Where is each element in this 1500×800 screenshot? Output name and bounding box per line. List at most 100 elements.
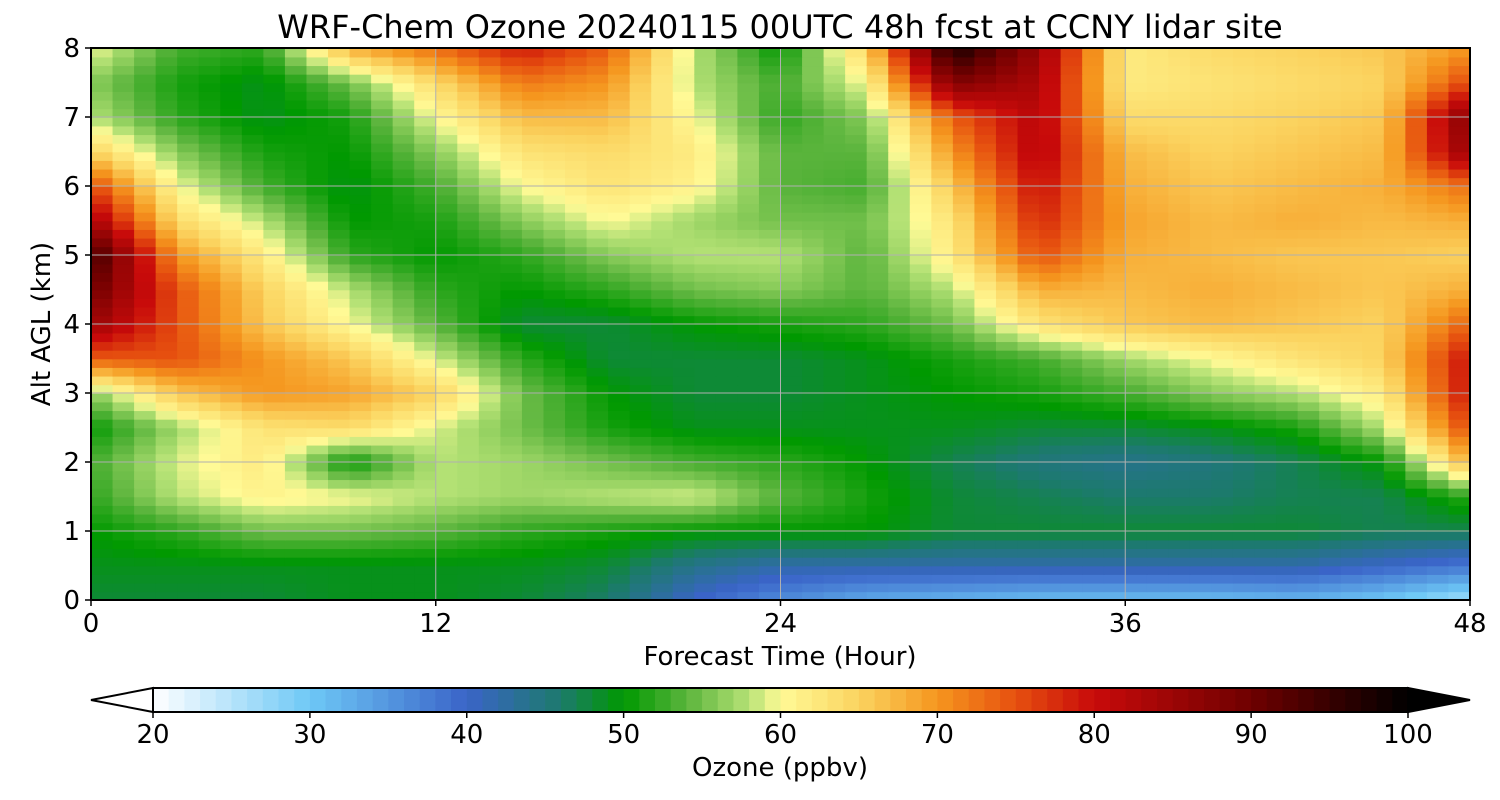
heatmap-cell <box>1383 358 1407 368</box>
heatmap-cell <box>1017 522 1040 532</box>
heatmap-cell <box>284 117 308 127</box>
heatmap-cell <box>1189 367 1213 377</box>
heatmap-cell <box>1060 108 1083 118</box>
heatmap-cell <box>1211 56 1234 67</box>
heatmap-cell <box>1060 168 1083 179</box>
heatmap-cell <box>155 582 178 593</box>
heatmap-cell <box>414 56 437 67</box>
heatmap-cell <box>392 56 416 67</box>
heatmap-cell <box>608 99 631 110</box>
heatmap-cell <box>155 151 178 161</box>
colorbar-tick-label: 80 <box>1078 720 1111 750</box>
heatmap-cell <box>995 531 1019 541</box>
heatmap-cell <box>349 315 372 325</box>
heatmap-cell <box>371 48 394 58</box>
heatmap-cell <box>909 393 933 403</box>
colorbar-cell <box>153 688 170 712</box>
heatmap-cell <box>888 289 911 299</box>
colorbar-cell <box>984 688 1001 712</box>
heatmap-cell <box>672 513 696 524</box>
heatmap-cell <box>500 401 523 412</box>
heatmap-cell <box>952 375 976 386</box>
heatmap-cell <box>931 591 954 600</box>
colorbar-cell <box>1360 688 1378 712</box>
heatmap-cell <box>241 168 265 179</box>
heatmap-cell <box>177 349 200 360</box>
heatmap-cell <box>328 168 351 179</box>
heatmap-cell <box>241 56 265 67</box>
heatmap-cell <box>651 65 674 75</box>
heatmap-cell <box>220 453 243 463</box>
heatmap-cell <box>823 384 846 394</box>
heatmap-cell <box>306 229 329 239</box>
heatmap-cell <box>478 444 502 455</box>
heatmap-cell <box>134 298 157 308</box>
heatmap-cell <box>1017 186 1040 196</box>
heatmap-cell <box>220 556 243 567</box>
heatmap-cell <box>1232 91 1256 101</box>
heatmap-cell <box>1297 358 1320 368</box>
heatmap-cell <box>1125 393 1148 403</box>
heatmap-cell <box>1254 160 1277 170</box>
heatmap-cell <box>565 203 588 213</box>
heatmap-cell <box>629 82 653 92</box>
heatmap-cell <box>478 177 502 187</box>
heatmap-cell <box>651 91 674 101</box>
heatmap-cell <box>629 324 653 334</box>
heatmap-cell <box>1383 125 1407 136</box>
heatmap-cell <box>1297 401 1320 412</box>
heatmap-cell <box>521 151 545 161</box>
heatmap-cell <box>995 367 1019 377</box>
heatmap-cell <box>866 444 890 455</box>
heatmap-cell <box>155 272 178 282</box>
heatmap-cell <box>1082 358 1105 368</box>
heatmap-cell <box>866 73 890 84</box>
heatmap-cell <box>931 479 954 489</box>
heatmap-cell <box>392 565 416 575</box>
heatmap-cell <box>1146 556 1170 567</box>
heatmap-cell <box>155 470 178 481</box>
heatmap-cell <box>134 505 157 515</box>
heatmap-cell <box>392 289 416 299</box>
heatmap-cell <box>1276 539 1299 550</box>
heatmap-cell <box>1082 289 1105 299</box>
heatmap-cell <box>1405 82 1428 92</box>
heatmap-cell <box>198 358 222 368</box>
heatmap-cell <box>1362 358 1385 368</box>
colorbar-cell <box>764 688 782 712</box>
heatmap-cell <box>1448 505 1470 515</box>
heatmap-cell <box>1125 186 1148 196</box>
heatmap-cell <box>112 591 135 600</box>
heatmap-cell <box>1254 229 1277 239</box>
heatmap-cell <box>758 479 782 489</box>
heatmap-cell <box>134 117 157 127</box>
heatmap-cell <box>888 108 911 118</box>
y-tick-label: 1 <box>63 517 80 547</box>
heatmap-cell <box>349 358 372 368</box>
heatmap-cell <box>608 220 631 230</box>
heatmap-cell <box>1082 255 1105 265</box>
heatmap-cell <box>134 272 157 282</box>
heatmap-cell <box>974 280 997 291</box>
heatmap-cell <box>672 324 696 334</box>
heatmap-cell <box>931 237 954 248</box>
heatmap-cell <box>1146 246 1170 256</box>
heatmap-cell <box>758 186 782 196</box>
heatmap-cell <box>952 125 976 136</box>
heatmap-cell <box>306 341 329 351</box>
heatmap-cell <box>1103 349 1127 360</box>
heatmap-cell <box>845 591 868 600</box>
heatmap-cell <box>263 56 286 67</box>
heatmap-cell <box>1383 237 1407 248</box>
heatmap-cell <box>715 56 739 67</box>
heatmap-cell <box>1017 513 1040 524</box>
heatmap-cell <box>1125 73 1148 84</box>
heatmap-cell <box>1211 513 1234 524</box>
heatmap-cell <box>1254 168 1277 179</box>
heatmap-cell <box>1146 444 1170 455</box>
heatmap-cell <box>888 220 911 230</box>
heatmap-cell <box>414 565 437 575</box>
heatmap-cell <box>1103 298 1127 308</box>
heatmap-cell <box>371 99 394 110</box>
heatmap-cell <box>1254 496 1277 506</box>
